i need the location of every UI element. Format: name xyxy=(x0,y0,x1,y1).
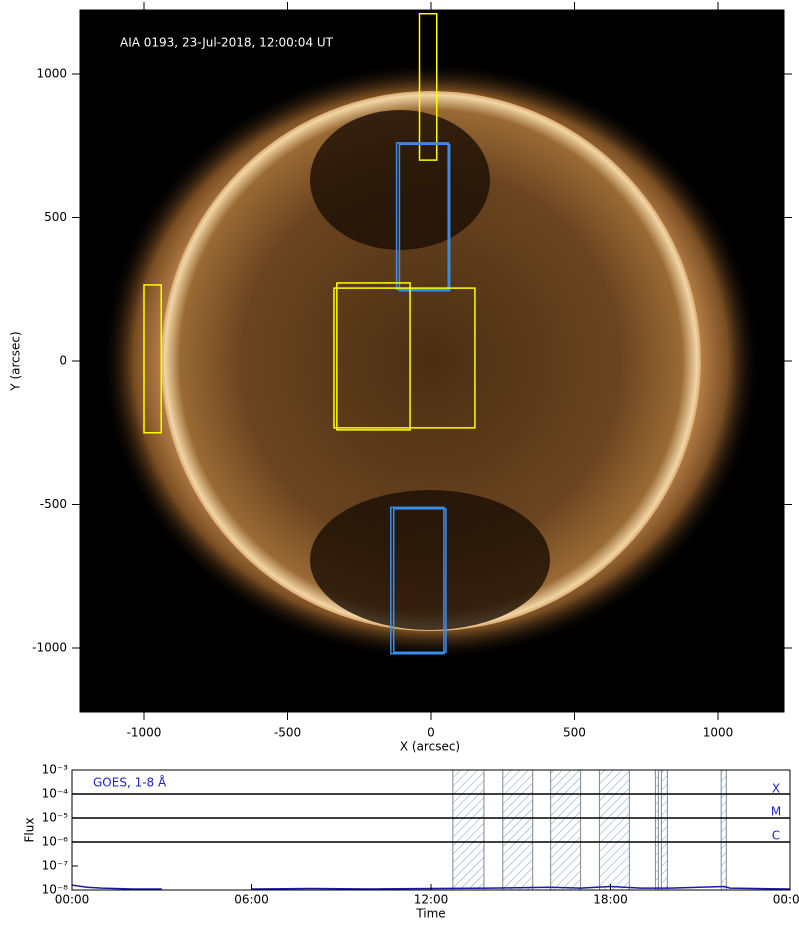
y-tick-label: 10⁻⁸ xyxy=(42,883,69,897)
region-box xyxy=(392,508,447,654)
x-tick-label: 18:00 xyxy=(593,893,628,907)
legend-label: GOES, 1-8 Å xyxy=(93,775,167,790)
y-tick-label: -1000 xyxy=(32,640,67,654)
x-tick-label: 00:00 xyxy=(55,893,90,907)
y-tick-label: 500 xyxy=(44,210,67,224)
region-box xyxy=(418,12,438,161)
x-tick-label: 1000 xyxy=(703,726,734,740)
class-label: M xyxy=(771,805,781,819)
y-tick-label: 10⁻⁷ xyxy=(42,859,69,873)
region-box xyxy=(390,506,445,655)
hatched-interval xyxy=(654,769,659,891)
hatched-interval xyxy=(452,769,485,891)
hatched-interval xyxy=(660,769,668,891)
y-tick-label: 1000 xyxy=(36,67,67,81)
goes-plot: XMC00:0006:0012:0018:0000:0010⁻⁸10⁻⁷10⁻⁶… xyxy=(23,763,799,921)
region-box xyxy=(143,284,162,434)
region-box xyxy=(333,287,476,429)
y-tick-label: 10⁻⁴ xyxy=(42,787,69,801)
plot-frame xyxy=(71,769,791,891)
x-tick-label: 06:00 xyxy=(234,893,269,907)
flux-line xyxy=(71,884,791,890)
hatched-interval xyxy=(720,769,727,891)
x-axis-label: X (arcsec) xyxy=(400,740,460,754)
x-tick-label: -500 xyxy=(274,726,301,740)
hatched-interval xyxy=(502,769,534,891)
y-tick-label: -500 xyxy=(40,497,67,511)
x-tick-label: 0 xyxy=(427,726,435,740)
x-axis-label: Time xyxy=(415,907,445,921)
y-tick-label: 0 xyxy=(59,354,67,368)
y-tick-label: 10⁻⁶ xyxy=(42,835,69,849)
region-box xyxy=(395,142,449,291)
hatched-interval xyxy=(550,769,582,891)
class-label: C xyxy=(772,829,780,843)
hatched-interval xyxy=(598,769,630,891)
y-axis-label: Y (arcsec) xyxy=(9,331,23,391)
region-box xyxy=(336,282,411,431)
solar-disk xyxy=(161,91,701,631)
region-box xyxy=(398,143,451,292)
x-tick-label: -1000 xyxy=(127,726,162,740)
class-label: X xyxy=(772,782,780,796)
image-title: AIA 0193, 23-Jul-2018, 12:00:04 UT xyxy=(120,36,334,50)
coronal-hole xyxy=(310,490,550,630)
x-tick-label: 00:00 xyxy=(773,893,799,907)
y-tick-label: 10⁻⁵ xyxy=(42,811,69,825)
x-tick-label: 12:00 xyxy=(414,893,449,907)
x-tick-label: 500 xyxy=(563,726,586,740)
y-axis-label: Flux xyxy=(23,818,37,843)
image-plot: -1000 -500 0 500 1000 -1000 -500 0 500 1000 AIA 01… xyxy=(9,2,792,754)
y-tick-label: 10⁻³ xyxy=(42,763,69,777)
